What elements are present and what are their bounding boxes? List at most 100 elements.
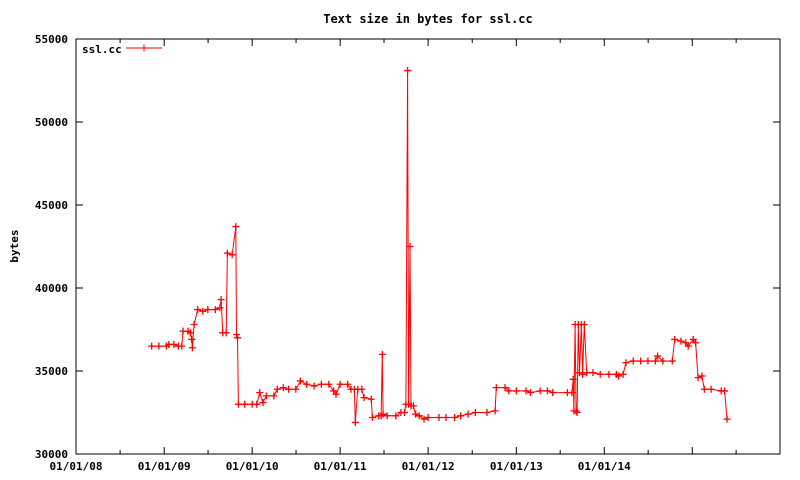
y-tick-label: 45000 <box>35 199 68 212</box>
series-point <box>285 385 293 393</box>
series-point <box>442 413 450 421</box>
series-point <box>723 415 731 423</box>
series-point <box>721 387 729 395</box>
series-point <box>424 413 432 421</box>
y-tick-label: 50000 <box>35 116 68 129</box>
series-point <box>536 387 544 395</box>
x-tick-label: 01/01/13 <box>490 460 543 473</box>
series-point <box>619 370 627 378</box>
series-point <box>698 372 706 380</box>
legend-entry-ssl-cc: ssl.cc <box>82 43 122 56</box>
series-point <box>367 395 375 403</box>
series-point <box>501 384 509 392</box>
series-point <box>654 352 662 360</box>
series-line-0 <box>151 70 728 423</box>
series-point <box>420 415 428 423</box>
legend: ssl.cc <box>82 43 162 56</box>
series-point <box>256 389 264 397</box>
series-point <box>273 385 281 393</box>
series-point <box>568 389 576 397</box>
series-point <box>435 413 443 421</box>
series-point <box>296 377 304 385</box>
series-point <box>451 413 459 421</box>
series-point <box>222 329 230 337</box>
series-point <box>170 340 178 348</box>
series-point <box>404 67 412 75</box>
series-point <box>317 380 325 388</box>
series-point <box>262 392 270 400</box>
series-point <box>572 407 580 415</box>
series-point <box>292 385 300 393</box>
series-point <box>580 321 588 329</box>
series-point <box>637 357 645 365</box>
series-point <box>234 400 242 408</box>
plot-frame <box>75 38 781 455</box>
series-point <box>253 400 261 408</box>
series-point <box>579 370 587 378</box>
series-point <box>186 329 194 337</box>
series-point <box>471 409 479 416</box>
series-point <box>233 334 241 342</box>
series-point <box>392 412 400 420</box>
series-point <box>569 375 577 383</box>
series-point <box>344 380 352 388</box>
series-point <box>605 370 613 378</box>
series-point <box>216 304 224 312</box>
series-point <box>692 339 700 347</box>
series-point <box>188 344 196 352</box>
axis-ticks: 30000 35000 40000 45000 50000 55000 01/01/08 01… <box>35 33 780 473</box>
x-tick-label: 01/01/11 <box>314 460 367 473</box>
series-point <box>412 410 420 418</box>
y-tick-label: 40000 <box>35 282 68 295</box>
series-point <box>707 385 715 393</box>
series-point <box>310 382 318 390</box>
y-tick-label: 55000 <box>35 33 68 46</box>
series-point <box>406 243 414 250</box>
series-point <box>360 394 368 402</box>
series-point <box>336 380 344 388</box>
series-point <box>415 412 423 420</box>
series-point <box>228 251 236 259</box>
series-point <box>279 384 287 392</box>
series-point <box>241 400 249 408</box>
series-point <box>629 357 637 365</box>
series-point <box>199 307 207 315</box>
series-point <box>491 407 499 415</box>
series-point <box>622 359 630 367</box>
y-tick-label: 35000 <box>35 365 68 378</box>
series-point <box>527 389 535 397</box>
series-point <box>409 402 417 410</box>
series-point <box>325 380 333 388</box>
series-point <box>190 321 198 329</box>
series-point <box>677 337 685 345</box>
series-point <box>651 357 659 365</box>
series-point <box>684 342 692 350</box>
series-point <box>505 387 513 395</box>
series-layer <box>148 67 731 426</box>
series-point <box>211 306 219 314</box>
series-point <box>512 387 520 395</box>
series-point <box>659 357 667 365</box>
series-point <box>575 369 583 377</box>
x-tick-label: 01/01/09 <box>138 460 191 473</box>
series-point <box>573 409 581 416</box>
series-point <box>483 409 491 416</box>
series-point <box>457 412 465 420</box>
series-point <box>204 306 212 314</box>
series-point <box>148 342 156 350</box>
series-point <box>615 372 623 380</box>
series-point <box>644 357 652 365</box>
series-point <box>379 410 387 418</box>
series-point <box>223 249 231 257</box>
series-point <box>270 392 278 400</box>
series-point <box>522 387 530 395</box>
series-point <box>217 296 225 304</box>
series-point <box>401 409 409 416</box>
series-point <box>378 350 386 358</box>
series-point <box>549 389 557 397</box>
series-point <box>368 413 376 421</box>
series-point <box>668 357 676 365</box>
y-tick-label: 30000 <box>35 448 68 461</box>
series-point <box>383 412 391 420</box>
